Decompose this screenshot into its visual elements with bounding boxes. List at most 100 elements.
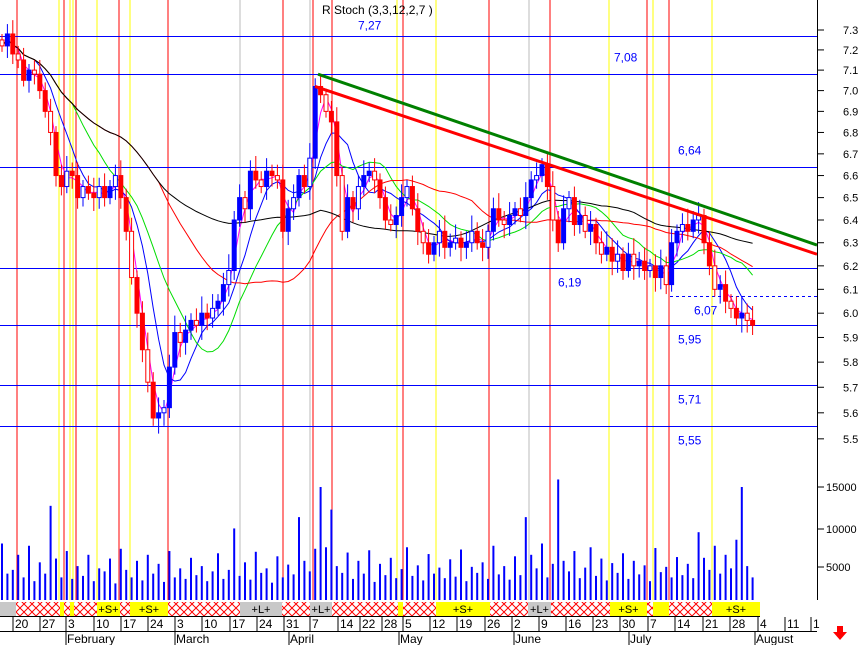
candle-up [107, 186, 113, 199]
volume-bar [735, 539, 738, 600]
candle-down [728, 300, 734, 309]
volume-bar [130, 577, 133, 600]
candle-down [701, 214, 707, 244]
volume-bar [109, 558, 111, 600]
date-axis: 20 27 3 10 17 24 3 10 17 24 31 7 14 22 28 5 12 19 26 2 9 16 23… [0, 616, 820, 645]
volume-bar [244, 562, 246, 600]
candle-down [85, 186, 91, 194]
candle-up [80, 186, 86, 199]
candle-down [609, 246, 615, 262]
candle-down [496, 208, 502, 221]
volume-bar [330, 509, 333, 600]
volume-bars [1, 479, 754, 600]
tick-label: 6.3 [843, 238, 858, 250]
candle-down [442, 230, 448, 248]
volume-bar [6, 573, 9, 600]
signal-label: +S+ [726, 604, 746, 616]
volume-bar [38, 562, 41, 600]
candle-up [399, 197, 405, 216]
candle-up [658, 265, 664, 279]
volume-bar [487, 578, 489, 600]
volume-bar [319, 487, 322, 600]
volume-bar [44, 573, 47, 600]
candle-down [15, 53, 21, 61]
signal-label: +S+ [139, 604, 159, 616]
volume-bar [173, 577, 176, 600]
volume-bar [470, 566, 473, 600]
tick-label: 7.3 [843, 25, 858, 37]
candle-up [96, 186, 102, 199]
candle-up [447, 242, 453, 248]
volume-bar [654, 548, 657, 600]
price-axis: 7.3 7.2 7.1 7.0 6.9 6.8 6.7 6.6 6.5 6.4 6.3 6.2 6.1 6… [817, 0, 858, 600]
month-label: February [67, 632, 115, 645]
candle-up [528, 179, 534, 199]
candle-down [642, 260, 648, 272]
candle-up [436, 230, 442, 244]
candle-up [453, 237, 459, 244]
signal-segment [0, 602, 16, 616]
candle-down [193, 319, 199, 326]
volume-bar [271, 582, 273, 600]
volume-bar [584, 567, 587, 600]
candle-down [334, 121, 340, 177]
volume-bar [578, 578, 581, 600]
day-label: 14 [677, 617, 691, 631]
volume-bar [249, 579, 252, 600]
candle-down [21, 59, 27, 81]
volume-bar [141, 580, 144, 600]
volume-bar [260, 572, 263, 600]
candle-up [220, 284, 226, 302]
volume-bar [481, 562, 484, 600]
tick-label: 6.9 [843, 106, 858, 118]
volume-bar [676, 557, 678, 600]
candle-down [280, 179, 286, 232]
signal-segment [64, 602, 70, 616]
volume-bar [697, 532, 700, 600]
volume-bar [476, 572, 479, 600]
candle-down [129, 230, 135, 279]
signal-segment [528, 602, 551, 616]
candle-up [210, 307, 216, 319]
volume-bar [368, 550, 371, 600]
volume-bar [400, 569, 403, 600]
volume-bar [114, 583, 117, 600]
candle-down [555, 219, 561, 244]
volume-bar [568, 571, 570, 600]
volume-bar [303, 560, 306, 600]
volume-bar [589, 547, 592, 600]
volume-bar [659, 572, 662, 600]
candle-down [242, 197, 248, 210]
volume-bar [298, 517, 300, 600]
candle-down [134, 277, 140, 314]
candle-up [404, 186, 410, 199]
candle-up [615, 253, 621, 262]
candle-down [323, 94, 329, 112]
candle-up [485, 230, 491, 248]
tick-label: 6.1 [843, 284, 858, 296]
volume-bar [622, 553, 624, 600]
candle-up [469, 230, 475, 244]
day-label: 28 [384, 617, 398, 631]
volume-bar [616, 572, 619, 600]
volume-bar [600, 558, 603, 600]
candle-down [75, 175, 81, 199]
volume-bar [535, 568, 538, 600]
signal-segment [332, 602, 398, 616]
candle-up [355, 186, 361, 210]
candle-down [733, 307, 739, 319]
candle-up [199, 312, 205, 326]
trendline [317, 72, 818, 247]
scroll-down-arrow-icon[interactable] [833, 626, 847, 640]
volume-bar [746, 566, 749, 600]
tick-label: 6.5 [843, 193, 858, 205]
tick-label: 6.2 [843, 261, 858, 273]
volume-bar [217, 553, 219, 600]
volume-bar [152, 573, 155, 600]
signal-segment [282, 602, 310, 616]
volume-bar [28, 545, 30, 600]
candle-up [172, 332, 178, 368]
candle-up [679, 224, 685, 232]
volume-bar [98, 568, 101, 600]
volume-bar [362, 573, 365, 600]
